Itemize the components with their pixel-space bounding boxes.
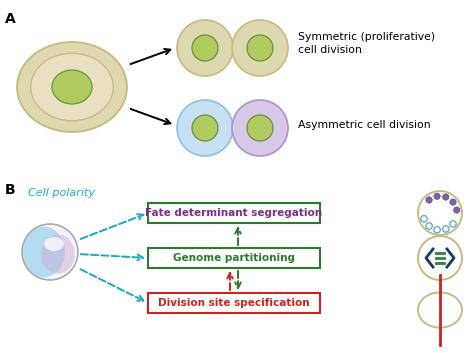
Ellipse shape — [192, 35, 218, 61]
Ellipse shape — [31, 53, 113, 121]
Ellipse shape — [23, 227, 65, 277]
Ellipse shape — [177, 100, 233, 156]
Text: Symmetric (proliferative)
cell division: Symmetric (proliferative) cell division — [298, 32, 435, 55]
Circle shape — [443, 226, 449, 232]
Circle shape — [450, 221, 456, 227]
Ellipse shape — [22, 224, 78, 280]
Circle shape — [454, 207, 460, 213]
Circle shape — [426, 197, 432, 203]
Circle shape — [443, 194, 449, 200]
Ellipse shape — [232, 20, 288, 76]
Text: B: B — [5, 183, 16, 197]
Text: Cell polarity: Cell polarity — [28, 188, 95, 198]
Ellipse shape — [44, 237, 64, 251]
Ellipse shape — [418, 236, 462, 280]
Circle shape — [450, 199, 456, 205]
Ellipse shape — [232, 100, 288, 156]
Ellipse shape — [247, 35, 273, 61]
Circle shape — [421, 216, 427, 222]
Ellipse shape — [41, 234, 75, 274]
Ellipse shape — [52, 70, 92, 104]
Circle shape — [426, 223, 432, 229]
Ellipse shape — [247, 115, 273, 141]
Text: Division site specification: Division site specification — [158, 298, 310, 308]
FancyBboxPatch shape — [148, 293, 320, 313]
Ellipse shape — [418, 191, 462, 235]
Text: Fate determinant segregation: Fate determinant segregation — [146, 208, 323, 218]
Ellipse shape — [418, 292, 462, 328]
Text: Genome partitioning: Genome partitioning — [173, 253, 295, 263]
Circle shape — [434, 227, 440, 233]
FancyBboxPatch shape — [148, 203, 320, 223]
FancyBboxPatch shape — [148, 248, 320, 268]
Ellipse shape — [177, 20, 233, 76]
Text: Asymmetric cell division: Asymmetric cell division — [298, 120, 430, 130]
Ellipse shape — [192, 115, 218, 141]
Text: A: A — [5, 12, 16, 26]
Ellipse shape — [17, 42, 127, 132]
Circle shape — [434, 193, 440, 199]
